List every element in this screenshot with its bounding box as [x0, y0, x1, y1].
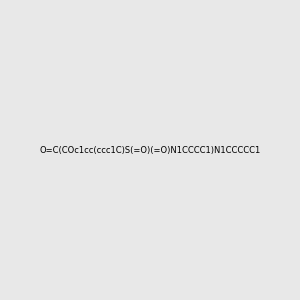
Text: O=C(COc1cc(ccc1C)S(=O)(=O)N1CCCC1)N1CCCCC1: O=C(COc1cc(ccc1C)S(=O)(=O)N1CCCC1)N1CCCC…	[39, 146, 261, 154]
